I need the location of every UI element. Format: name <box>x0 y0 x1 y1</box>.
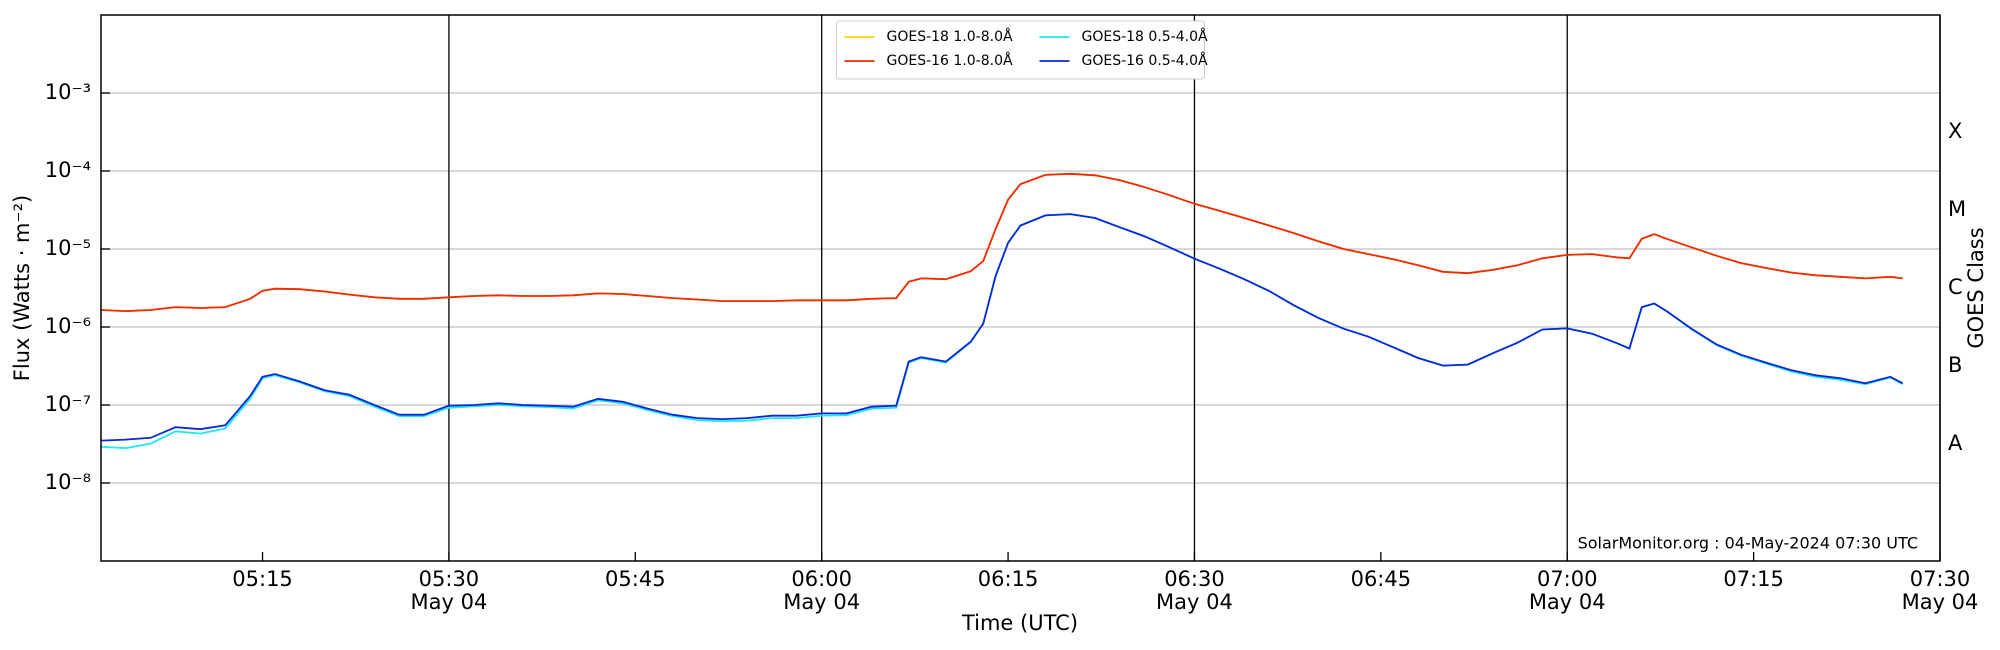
x-tick-label: 06:15 <box>977 567 1039 591</box>
x-tick-label: 07:15 <box>1723 567 1784 591</box>
y2-axis-label: GOES Class <box>1964 227 1988 348</box>
y-tick-label: 10⁻⁵ <box>45 236 91 260</box>
series-line <box>100 172 1903 313</box>
x-tick-label: 07:30 May 04 <box>1901 567 1979 614</box>
y2-tick-label: X <box>1948 119 1962 143</box>
x-tick-label: 06:45 <box>1350 567 1412 591</box>
plot-frame <box>100 14 1941 562</box>
x-tick-label: 06:00 May 04 <box>783 567 861 614</box>
y-tick-label: 10⁻⁴ <box>45 158 91 182</box>
legend-label: GOES-16 0.5-4.0Å <box>1082 52 1208 69</box>
x-tick-label: 05:30 May 04 <box>410 567 488 614</box>
legend-label: GOES-16 1.0-8.0Å <box>887 52 1013 69</box>
y-tick-label: 10⁻⁶ <box>45 314 91 338</box>
y2-tick-label: A <box>1948 431 1963 455</box>
legend-box <box>836 20 1205 80</box>
x-axis-label: Time (UTC) <box>961 611 1078 635</box>
y2-tick-label: M <box>1948 197 1966 221</box>
x-tick-label: 07:00 May 04 <box>1528 567 1606 614</box>
series-line <box>100 172 1903 313</box>
y2-tick-label: C <box>1948 275 1963 299</box>
legend-label: GOES-18 0.5-4.0Å <box>1082 28 1208 45</box>
y-axis-label: Flux (Watts · m⁻²) <box>10 195 34 381</box>
y-tick-label: 10⁻⁷ <box>45 392 91 416</box>
y2-tick-label: B <box>1948 353 1962 377</box>
annotation: SolarMonitor.org : 04-May-2024 07:30 UTC <box>1578 534 1918 553</box>
x-tick-label: 05:45 <box>605 567 666 591</box>
series-line <box>100 213 1904 442</box>
y-tick-label: 10⁻³ <box>45 80 91 104</box>
x-tick-label: 06:30 May 04 <box>1156 567 1233 614</box>
x-tick-label: 05:15 <box>232 567 293 591</box>
y-tick-label: 10⁻⁸ <box>45 470 91 494</box>
legend-label: GOES-18 1.0-8.0Å <box>887 28 1013 45</box>
